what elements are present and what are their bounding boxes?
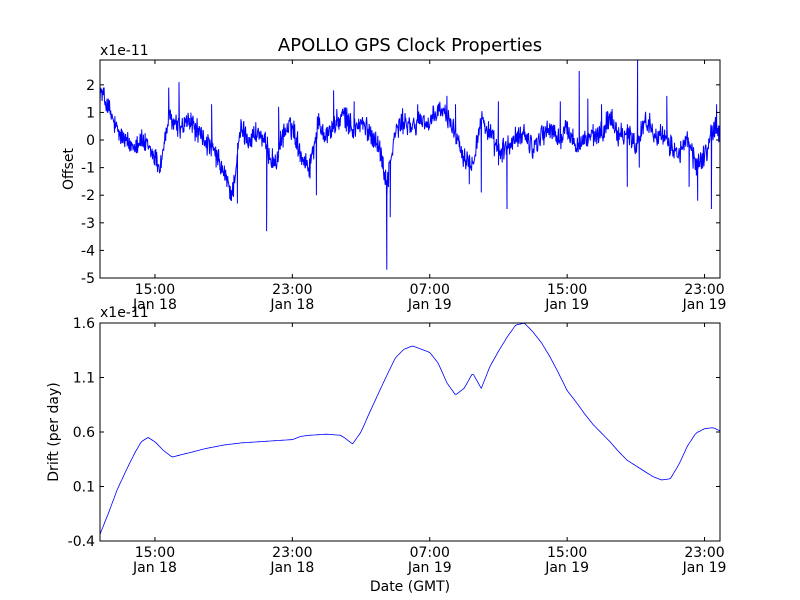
offset-ytick-label: 1 xyxy=(86,105,95,121)
offset-xtick-date-label: Jan 19 xyxy=(544,297,589,313)
drift-xtick-date-label: Jan 18 xyxy=(132,560,177,576)
drift-xtick-date-label: Jan 18 xyxy=(269,560,314,576)
drift-ytick-label: -0.4 xyxy=(68,534,95,550)
offset-xtick-time-label: 15:00 xyxy=(547,282,587,298)
drift-xtick-time-label: 07:00 xyxy=(410,545,450,561)
offset-ytick-label: -4 xyxy=(81,243,95,259)
drift-plot-area xyxy=(100,323,720,541)
drift-xtick-time-label: 23:00 xyxy=(684,545,724,561)
offset-xtick-date-label: Jan 19 xyxy=(682,297,727,313)
drift-ytick-label: 0.1 xyxy=(73,480,95,496)
offset-xtick-date-label: Jan 19 xyxy=(407,297,452,313)
drift-multiplier-label: x1e-11 xyxy=(100,305,149,321)
offset-ytick-label: -2 xyxy=(81,188,95,204)
offset-plot xyxy=(99,59,721,270)
offset-ytick-label: 2 xyxy=(86,78,95,94)
drift-xtick-time-label: 23:00 xyxy=(272,545,312,561)
offset-ytick-label: -3 xyxy=(81,216,95,232)
drift-ytick-label: 1.1 xyxy=(73,371,95,387)
offset-xtick-date-label: Jan 18 xyxy=(269,297,314,313)
offset-xtick-date-label: Jan 18 xyxy=(132,297,177,313)
drift-xtick-date-label: Jan 19 xyxy=(682,560,727,576)
drift-y-axis-label: Drift (per day) xyxy=(46,382,62,481)
drift-plot xyxy=(99,322,721,535)
offset-yticks: 2 1 0 -1 -2 -3 -4 -5 xyxy=(81,78,720,287)
drift-series-line xyxy=(99,322,721,535)
offset-xtick-time-label: 07:00 xyxy=(410,282,450,298)
chart-title: APOLLO GPS Clock Properties xyxy=(278,35,542,56)
offset-xtick-time-label: 23:00 xyxy=(684,282,724,298)
x-axis-label: Date (GMT) xyxy=(370,579,450,595)
offset-plot-frame xyxy=(99,59,721,279)
drift-yticks: 1.6 1.1 0.6 0.1 -0.4 xyxy=(68,316,720,550)
offset-series-line xyxy=(99,59,721,270)
drift-xtick-time-label: 15:00 xyxy=(135,545,175,561)
offset-multiplier-label: x1e-11 xyxy=(100,43,149,59)
offset-ytick-label: -1 xyxy=(81,161,95,177)
drift-xtick-date-label: Jan 19 xyxy=(544,560,589,576)
drift-ytick-label: 1.6 xyxy=(73,316,95,332)
offset-plot-area xyxy=(100,60,720,278)
offset-xtick-time-label: 15:00 xyxy=(135,282,175,298)
drift-xtick-time-label: 15:00 xyxy=(547,545,587,561)
offset-y-axis-label: Offset xyxy=(61,147,77,190)
drift-xtick-date-label: Jan 19 xyxy=(407,560,452,576)
offset-xtick-time-label: 23:00 xyxy=(272,282,312,298)
drift-plot-frame xyxy=(99,322,721,542)
drift-ytick-label: 0.6 xyxy=(73,425,95,441)
offset-ytick-label: 0 xyxy=(86,133,95,149)
offset-ytick-label: -5 xyxy=(81,271,95,287)
